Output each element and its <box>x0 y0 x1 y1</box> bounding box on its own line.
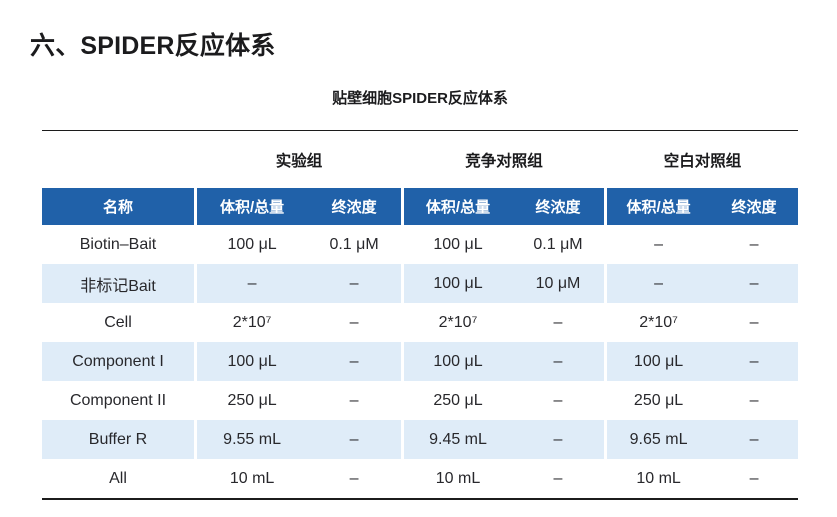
group-header-experimental: 实验组 <box>275 152 323 170</box>
column-header-group-1: 体积/总量 终浓度 <box>197 188 401 225</box>
row-group-2: 2*10⁷ – <box>404 303 604 342</box>
group-header-competition-control: 竞争对照组 <box>465 152 543 170</box>
value-cell: 9.65 mL <box>629 430 688 448</box>
value-cell: 100 μL <box>633 352 684 370</box>
group-header-row: 实验组 竞争对照组 空白对照组 <box>42 131 798 188</box>
value-cell: – <box>749 313 759 331</box>
value-cell: – <box>553 469 563 487</box>
table-title: 贴壁细胞SPIDER反应体系 <box>332 90 508 107</box>
column-header-volume: 体积/总量 <box>219 199 285 216</box>
value-cell: 2*10⁷ <box>639 313 678 331</box>
row-group-3: 250 μL – <box>607 381 798 420</box>
value-cell: 10 μM <box>535 274 581 292</box>
row-group-1: 10 mL – <box>197 459 401 498</box>
value-cell: 10 mL <box>636 469 681 487</box>
column-header-row: 名称 体积/总量 终浓度 体积/总量 终浓度 体积/总量 终浓度 <box>42 188 798 225</box>
value-cell: 100 μL <box>433 274 483 292</box>
value-cell: – <box>749 352 759 370</box>
value-cell: 100 μL <box>227 235 277 253</box>
row-group-2: 10 mL – <box>404 459 604 498</box>
table-row: Component II 250 μL – 250 μL – 250 μL – <box>42 381 798 420</box>
column-header-name: 名称 <box>42 188 194 225</box>
value-cell: – <box>349 430 359 448</box>
row-group-1: 100 μL – <box>197 342 401 381</box>
row-group-2: 100 μL 10 μM <box>404 264 604 303</box>
value-cell: – <box>349 313 359 331</box>
value-cell: – <box>247 274 257 292</box>
value-cell: – <box>654 274 664 292</box>
value-cell: – <box>749 469 759 487</box>
table-row: Biotin–Bait 100 μL 0.1 μM 100 μL 0.1 μM … <box>42 225 798 264</box>
table-row: Component I 100 μL – 100 μL – 100 μL – <box>42 342 798 381</box>
row-group-3: 100 μL – <box>607 342 798 381</box>
value-cell: 2*10⁷ <box>438 313 478 331</box>
column-header-group-2: 体积/总量 终浓度 <box>404 188 604 225</box>
row-group-2: 100 μL – <box>404 342 604 381</box>
value-cell: 10 mL <box>435 469 481 487</box>
value-cell: 0.1 μM <box>329 235 379 253</box>
value-cell: – <box>349 469 359 487</box>
row-name-cell: Buffer R <box>42 420 194 459</box>
value-cell: – <box>654 235 664 253</box>
column-header-volume: 体积/总量 <box>425 199 491 216</box>
row-group-1: 2*10⁷ – <box>197 303 401 342</box>
table-row: Buffer R 9.55 mL – 9.45 mL – 9.65 mL – <box>42 420 798 459</box>
column-header-concentration: 终浓度 <box>331 199 377 216</box>
group-header-blank-control: 空白对照组 <box>663 152 742 170</box>
row-name-cell: Cell <box>42 303 194 342</box>
value-cell: 9.45 mL <box>429 430 487 448</box>
group-header-spacer <box>42 131 194 188</box>
row-group-3: 2*10⁷ – <box>607 303 798 342</box>
value-cell: 100 μL <box>433 352 483 370</box>
row-group-2: 100 μL 0.1 μM <box>404 225 604 264</box>
value-cell: 100 μL <box>227 352 277 370</box>
value-cell: 250 μL <box>227 391 277 409</box>
row-group-1: 100 μL 0.1 μM <box>197 225 401 264</box>
value-cell: – <box>749 391 759 409</box>
value-cell: – <box>553 313 563 331</box>
row-name-cell: Component II <box>42 381 194 420</box>
value-cell: – <box>749 274 759 292</box>
column-header-volume: 体积/总量 <box>626 199 691 216</box>
value-cell: 0.1 μM <box>533 235 583 253</box>
row-group-3: 9.65 mL – <box>607 420 798 459</box>
section-title: 六、SPIDER反应体系 <box>30 32 276 60</box>
row-group-1: – – <box>197 264 401 303</box>
row-group-1: 9.55 mL – <box>197 420 401 459</box>
row-group-2: 9.45 mL – <box>404 420 604 459</box>
table-row: Cell 2*10⁷ – 2*10⁷ – 2*10⁷ – <box>42 303 798 342</box>
value-cell: 250 μL <box>433 391 483 409</box>
row-group-2: 250 μL – <box>404 381 604 420</box>
row-group-3: 10 mL – <box>607 459 798 498</box>
value-cell: – <box>349 274 359 292</box>
value-cell: – <box>553 352 563 370</box>
column-header-concentration: 终浓度 <box>535 199 581 216</box>
row-name-cell: Biotin–Bait <box>42 225 194 264</box>
value-cell: 10 mL <box>229 469 275 487</box>
value-cell: 250 μL <box>633 391 684 409</box>
column-header-group-3: 体积/总量 终浓度 <box>607 188 798 225</box>
row-name-cell: Component I <box>42 342 194 381</box>
value-cell: 2*10⁷ <box>232 313 272 331</box>
value-cell: 100 μL <box>433 235 483 253</box>
value-cell: 9.55 mL <box>223 430 281 448</box>
row-group-3: – – <box>607 225 798 264</box>
value-cell: – <box>749 235 759 253</box>
column-header-concentration: 终浓度 <box>731 199 777 216</box>
row-group-1: 250 μL – <box>197 381 401 420</box>
reaction-system-table: 实验组 竞争对照组 空白对照组 名称 体积/总量 终浓度 体积/总量 终浓度 体… <box>42 130 798 500</box>
row-name-cell: All <box>42 459 194 498</box>
value-cell: – <box>553 391 563 409</box>
row-group-3: – – <box>607 264 798 303</box>
value-cell: – <box>349 352 359 370</box>
table-row: 非标记Bait – – 100 μL 10 μM – – <box>42 264 798 303</box>
value-cell: – <box>349 391 359 409</box>
value-cell: – <box>749 430 759 448</box>
table-row: All 10 mL – 10 mL – 10 mL – <box>42 459 798 498</box>
value-cell: – <box>553 430 563 448</box>
row-name-cell: 非标记Bait <box>42 264 194 303</box>
